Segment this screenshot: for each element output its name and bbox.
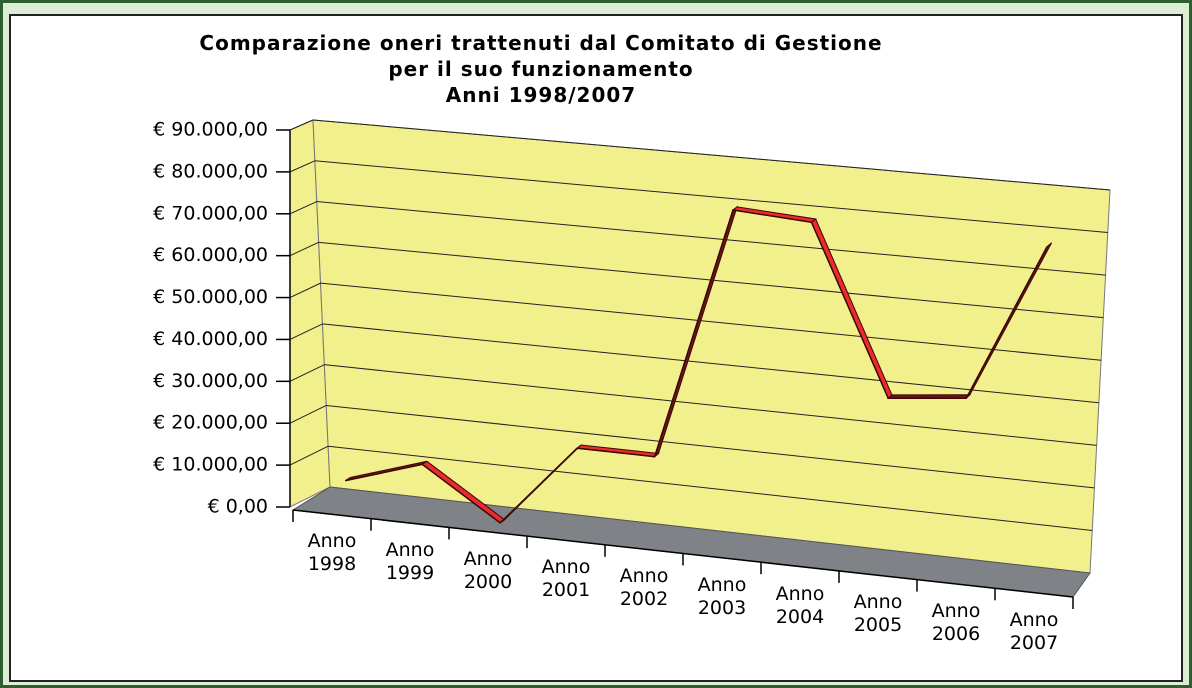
y-tick-label: € 10.000,00 xyxy=(153,454,268,476)
grid-line xyxy=(328,445,1093,531)
chart-panel: Comparazione oneri trattenuti dal Comita… xyxy=(9,14,1183,682)
x-tick-label: Anno 2000 xyxy=(463,547,513,593)
x-tick-label: Anno 2005 xyxy=(853,591,903,637)
grid-line xyxy=(326,404,1095,489)
grid-line xyxy=(322,323,1099,404)
grid-line xyxy=(320,282,1102,361)
side-grid-line xyxy=(289,445,329,466)
x-tick-label: Anno 2002 xyxy=(619,565,669,611)
side-grid-line xyxy=(289,119,314,131)
x-tick-label: Anno 2006 xyxy=(931,599,981,645)
y-tick-label: € 80.000,00 xyxy=(153,160,268,182)
y-tick-label: € 90.000,00 xyxy=(153,119,268,141)
line xyxy=(345,209,1048,524)
y-tick-label: € 50.000,00 xyxy=(153,286,268,308)
grid-line xyxy=(312,119,1111,191)
grid-line xyxy=(314,160,1108,234)
x-tick-label: Anno 1999 xyxy=(385,539,435,585)
y-tick-label: € 20.000,00 xyxy=(153,412,268,434)
side-grid-line xyxy=(289,404,327,424)
y-tick-label: € 30.000,00 xyxy=(153,370,268,392)
x-tick-label: Anno 2007 xyxy=(1009,608,1059,654)
y-tick-label: € 60.000,00 xyxy=(153,244,268,266)
chart-title: Comparazione oneri trattenuti dal Comita… xyxy=(199,31,883,81)
x-tick-label: Anno 2001 xyxy=(541,556,591,602)
grid-line xyxy=(316,201,1106,276)
side-grid-line xyxy=(289,364,325,382)
chart-title-block: Comparazione oneri trattenuti dal Comita… xyxy=(191,30,891,108)
x-tick-label: Anno 2004 xyxy=(775,582,825,628)
x-tick-label: Anno 1998 xyxy=(307,530,357,576)
side-grid-line xyxy=(289,160,316,173)
y-tick-label: € 0,00 xyxy=(208,496,268,518)
side-grid-line xyxy=(289,282,321,299)
grid-line xyxy=(324,364,1097,446)
y-tick-label: € 70.000,00 xyxy=(153,202,268,224)
chart: € 0,00 € 10.000,00 € 20.000,00 € 30.000,00 €… xyxy=(153,119,1111,609)
x-tick-label: Anno 2003 xyxy=(697,573,747,619)
side-grid-line xyxy=(289,241,319,257)
y-tick-label: € 40.000,00 xyxy=(153,328,268,350)
chart-subtitle: Anni 1998/2007 xyxy=(445,83,637,107)
side-grid-line xyxy=(289,323,323,340)
side-grid-line xyxy=(289,201,317,215)
